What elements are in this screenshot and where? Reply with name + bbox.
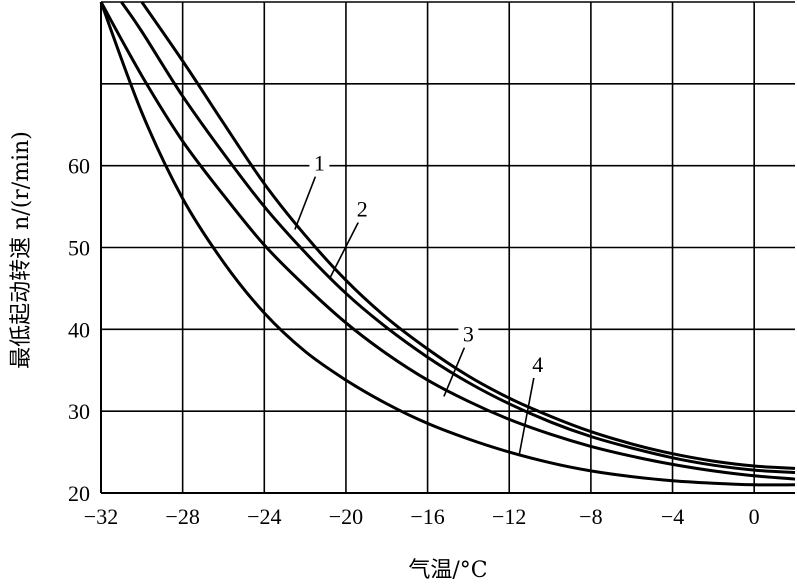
y-tick-label: 60 [68, 154, 90, 179]
x-tick-label: −24 [247, 504, 281, 529]
curve-label-bg [352, 196, 373, 223]
x-tick-label: −28 [165, 504, 199, 529]
grid [100, 1, 795, 494]
curve-label-1: 1 [314, 151, 325, 176]
series-line-3 [99, 1, 796, 481]
x-axis-label: 气温/°C [408, 558, 487, 583]
x-tick-label: −20 [329, 504, 363, 529]
leader-line-2 [328, 222, 359, 279]
curves [99, 1, 796, 487]
x-tick-label: −8 [579, 504, 602, 529]
series-line-4 [99, 1, 796, 487]
x-tick-labels: −32 −28 −24 −20 −16 −12 −8 −4 0 [84, 504, 760, 529]
x-tick-label: −16 [410, 504, 444, 529]
leader-line-3 [443, 347, 466, 397]
x-tick-label: −32 [84, 504, 118, 529]
curve-labels: 1 2 3 4 [309, 150, 548, 378]
leader-line-1 [294, 176, 317, 230]
x-tick-label: 0 [749, 504, 760, 529]
leader-lines [294, 176, 535, 454]
curve-label-4: 4 [532, 352, 543, 377]
y-axis-label: 最低起动转速 n/(r/min) [9, 131, 34, 369]
x-tick-label: −12 [492, 504, 526, 529]
y-tick-label: 40 [68, 317, 90, 342]
curve-label-bg [309, 150, 330, 177]
y-tick-label: 30 [68, 399, 90, 424]
curve-label-bg [527, 351, 548, 378]
y-tick-label: 50 [68, 236, 90, 261]
y-tick-labels: 20 30 40 50 60 [68, 154, 90, 506]
curve-label-3: 3 [463, 322, 474, 347]
series-line-1 [140, 1, 796, 470]
y-tick-label: 20 [68, 481, 90, 506]
curve-label-bg [458, 321, 479, 348]
series-line-2 [120, 1, 796, 474]
curve-label-2: 2 [357, 196, 368, 221]
x-tick-label: −4 [661, 504, 684, 529]
leader-line-4 [518, 377, 535, 454]
